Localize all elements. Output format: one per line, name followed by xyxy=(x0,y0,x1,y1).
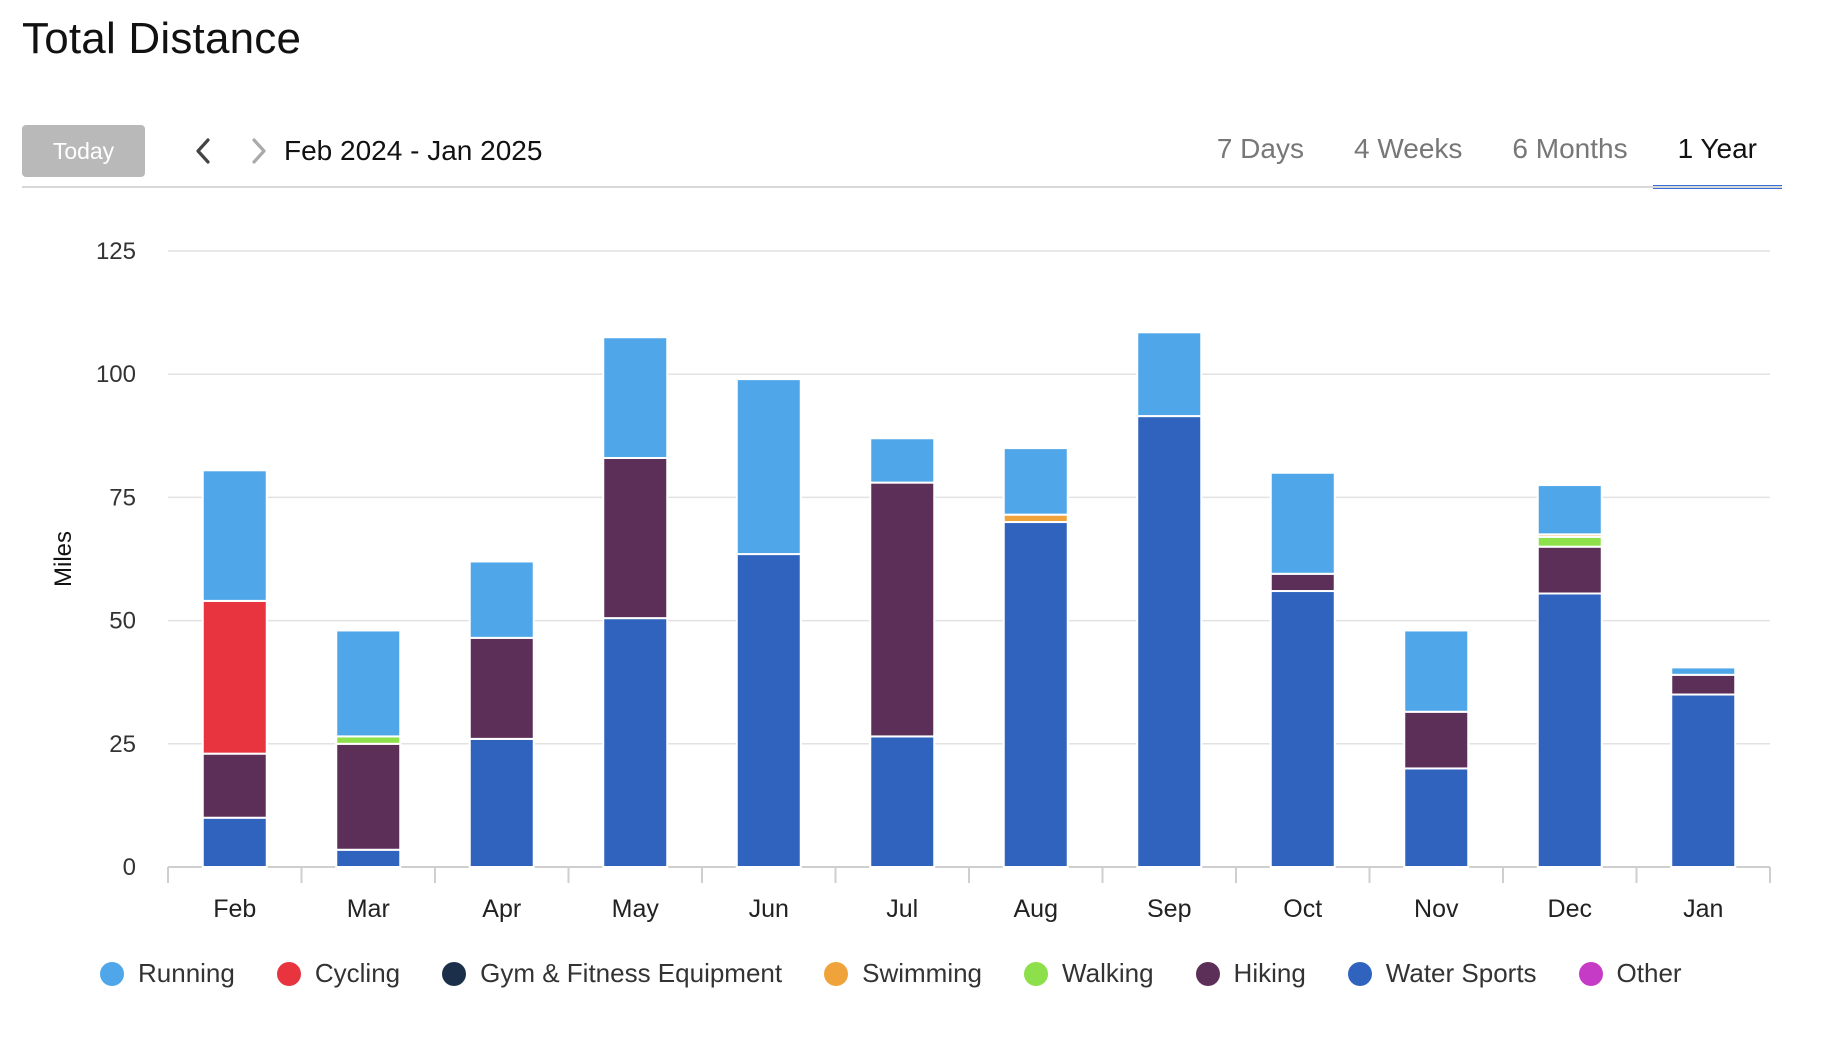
bar-segment-running xyxy=(1269,471,1336,575)
legend-item-walking[interactable]: Walking xyxy=(1024,958,1154,989)
bar-segment-running xyxy=(1403,629,1470,713)
legend-label: Swimming xyxy=(862,958,983,988)
legend-dot-icon xyxy=(824,961,849,986)
x-tick-label: Jul xyxy=(886,895,918,923)
bar-segment-water-sports xyxy=(1403,767,1470,868)
bar-segment-hiking xyxy=(602,456,669,620)
date-range-label: Feb 2024 - Jan 2025 xyxy=(284,135,543,166)
bar-segment-water-sports xyxy=(468,737,535,869)
y-tick-label: 25 xyxy=(109,731,136,758)
legend-label: Water Sports xyxy=(1385,958,1537,988)
legend-label: Walking xyxy=(1062,958,1154,988)
legend-dot-icon xyxy=(1347,961,1372,986)
legend-dot-icon xyxy=(1578,961,1603,986)
bar-segment-walking xyxy=(1536,535,1603,548)
bar-segment-running xyxy=(201,469,268,602)
bar-segment-water-sports xyxy=(1536,592,1603,868)
legend-label: Hiking xyxy=(1233,958,1306,988)
bar-segment-running xyxy=(602,336,669,459)
y-tick-label: 125 xyxy=(96,238,136,265)
bar-segment-water-sports xyxy=(869,735,936,869)
bar-segment-hiking xyxy=(468,636,535,740)
bar-segment-running xyxy=(1002,447,1069,516)
chevron-left-icon[interactable] xyxy=(188,135,218,167)
bar-segment-water-sports xyxy=(1136,415,1203,868)
y-tick-label: 0 xyxy=(123,854,136,881)
legend-dot-icon xyxy=(442,961,467,986)
bar-segment-hiking xyxy=(1269,572,1336,593)
bar-segment-hiking xyxy=(201,752,268,819)
legend-label: Cycling xyxy=(314,958,401,988)
bar-segment-running xyxy=(1136,331,1203,418)
tab-1-year[interactable]: 1 Year xyxy=(1652,125,1783,189)
stacked-bar-chart: 0 25 50 75 100 125 Miles Feb Mar Apr May Jun Jul Aug S… xyxy=(50,238,1771,923)
bar-segment-swimming xyxy=(1002,513,1069,524)
bar-segment-water-sports xyxy=(602,617,669,868)
x-tick-label: Aug xyxy=(1014,895,1058,923)
date-toolbar: Today Feb 2024 - Jan 2025 7 Days 4 Weeks 6… xyxy=(22,125,1783,189)
tab-7-days[interactable]: 7 Days xyxy=(1216,133,1304,164)
legend-dot-icon xyxy=(1024,961,1049,986)
bar-segment-hiking xyxy=(1670,673,1737,696)
bar-segment-hiking xyxy=(1536,545,1603,595)
legend-label: Gym & Fitness Equipment xyxy=(480,958,783,988)
legend-item-hiking[interactable]: Hiking xyxy=(1195,958,1306,989)
bar-segment-running xyxy=(335,629,402,738)
bar-segment-cycling xyxy=(201,599,268,755)
x-tick-label: Oct xyxy=(1283,895,1322,923)
legend-item-water-sports[interactable]: Water Sports xyxy=(1347,958,1537,989)
chart-legend: Running Cycling Gym & Fitness Equipment Swi… xyxy=(100,958,1724,989)
bar-segment-water-sports xyxy=(1269,590,1336,868)
legend-dot-icon xyxy=(276,961,301,986)
legend-dot-icon xyxy=(100,961,124,986)
bar-segment-water-sports xyxy=(335,848,402,869)
x-tick-label: Apr xyxy=(482,895,521,923)
bar-segment-running xyxy=(869,437,936,484)
y-tick-label: 100 xyxy=(96,361,136,388)
tab-4-weeks[interactable]: 4 Weeks xyxy=(1353,133,1463,164)
x-tick-label: May xyxy=(612,895,660,923)
x-tick-label: Dec xyxy=(1548,895,1592,923)
legend-item-running[interactable]: Running xyxy=(100,958,235,989)
legend-dot-icon xyxy=(1195,961,1220,986)
legend-item-other[interactable]: Other xyxy=(1578,958,1682,989)
bar-segment-walking xyxy=(335,735,402,745)
bar-segment-hiking xyxy=(335,742,402,851)
bar-segment-running xyxy=(1536,484,1603,536)
legend-label: Running xyxy=(138,958,235,988)
x-tick-label: Feb xyxy=(213,895,256,923)
bar-segment-water-sports xyxy=(735,553,802,868)
x-tick-label: Jan xyxy=(1683,895,1723,923)
x-tick-label: Sep xyxy=(1147,895,1191,923)
bar-segment-hiking xyxy=(869,481,936,738)
page-title: Total Distance xyxy=(22,14,302,63)
bar-segment-running xyxy=(468,560,535,639)
y-tick-label: 50 xyxy=(109,608,136,635)
bar-segment-water-sports xyxy=(201,816,268,868)
bar-segment-water-sports xyxy=(1002,521,1069,868)
period-tabs: 7 Days 4 Weeks 6 Months 1 Year xyxy=(1192,125,1783,189)
bar-segment-running xyxy=(735,378,802,556)
bar-segment-running xyxy=(1670,666,1737,676)
tab-6-months[interactable]: 6 Months xyxy=(1512,133,1628,164)
x-tick-label: Mar xyxy=(347,895,390,923)
legend-item-swimming[interactable]: Swimming xyxy=(824,958,982,989)
x-tick-label: Nov xyxy=(1414,895,1459,923)
y-tick-label: 75 xyxy=(109,484,136,511)
y-axis-title: Miles xyxy=(50,531,77,587)
legend-item-cycling[interactable]: Cycling xyxy=(276,958,401,989)
today-button[interactable]: Today xyxy=(22,125,145,177)
toolbar-divider xyxy=(22,186,1782,188)
bar-segment-water-sports xyxy=(1670,693,1737,868)
x-tick-label: Jun xyxy=(749,895,789,923)
legend-item-gym-fitness-equipment[interactable]: Gym & Fitness Equipment xyxy=(442,958,782,989)
legend-label: Other xyxy=(1616,958,1682,988)
chevron-right-icon[interactable] xyxy=(244,135,274,167)
bar-segment-hiking xyxy=(1403,710,1470,770)
